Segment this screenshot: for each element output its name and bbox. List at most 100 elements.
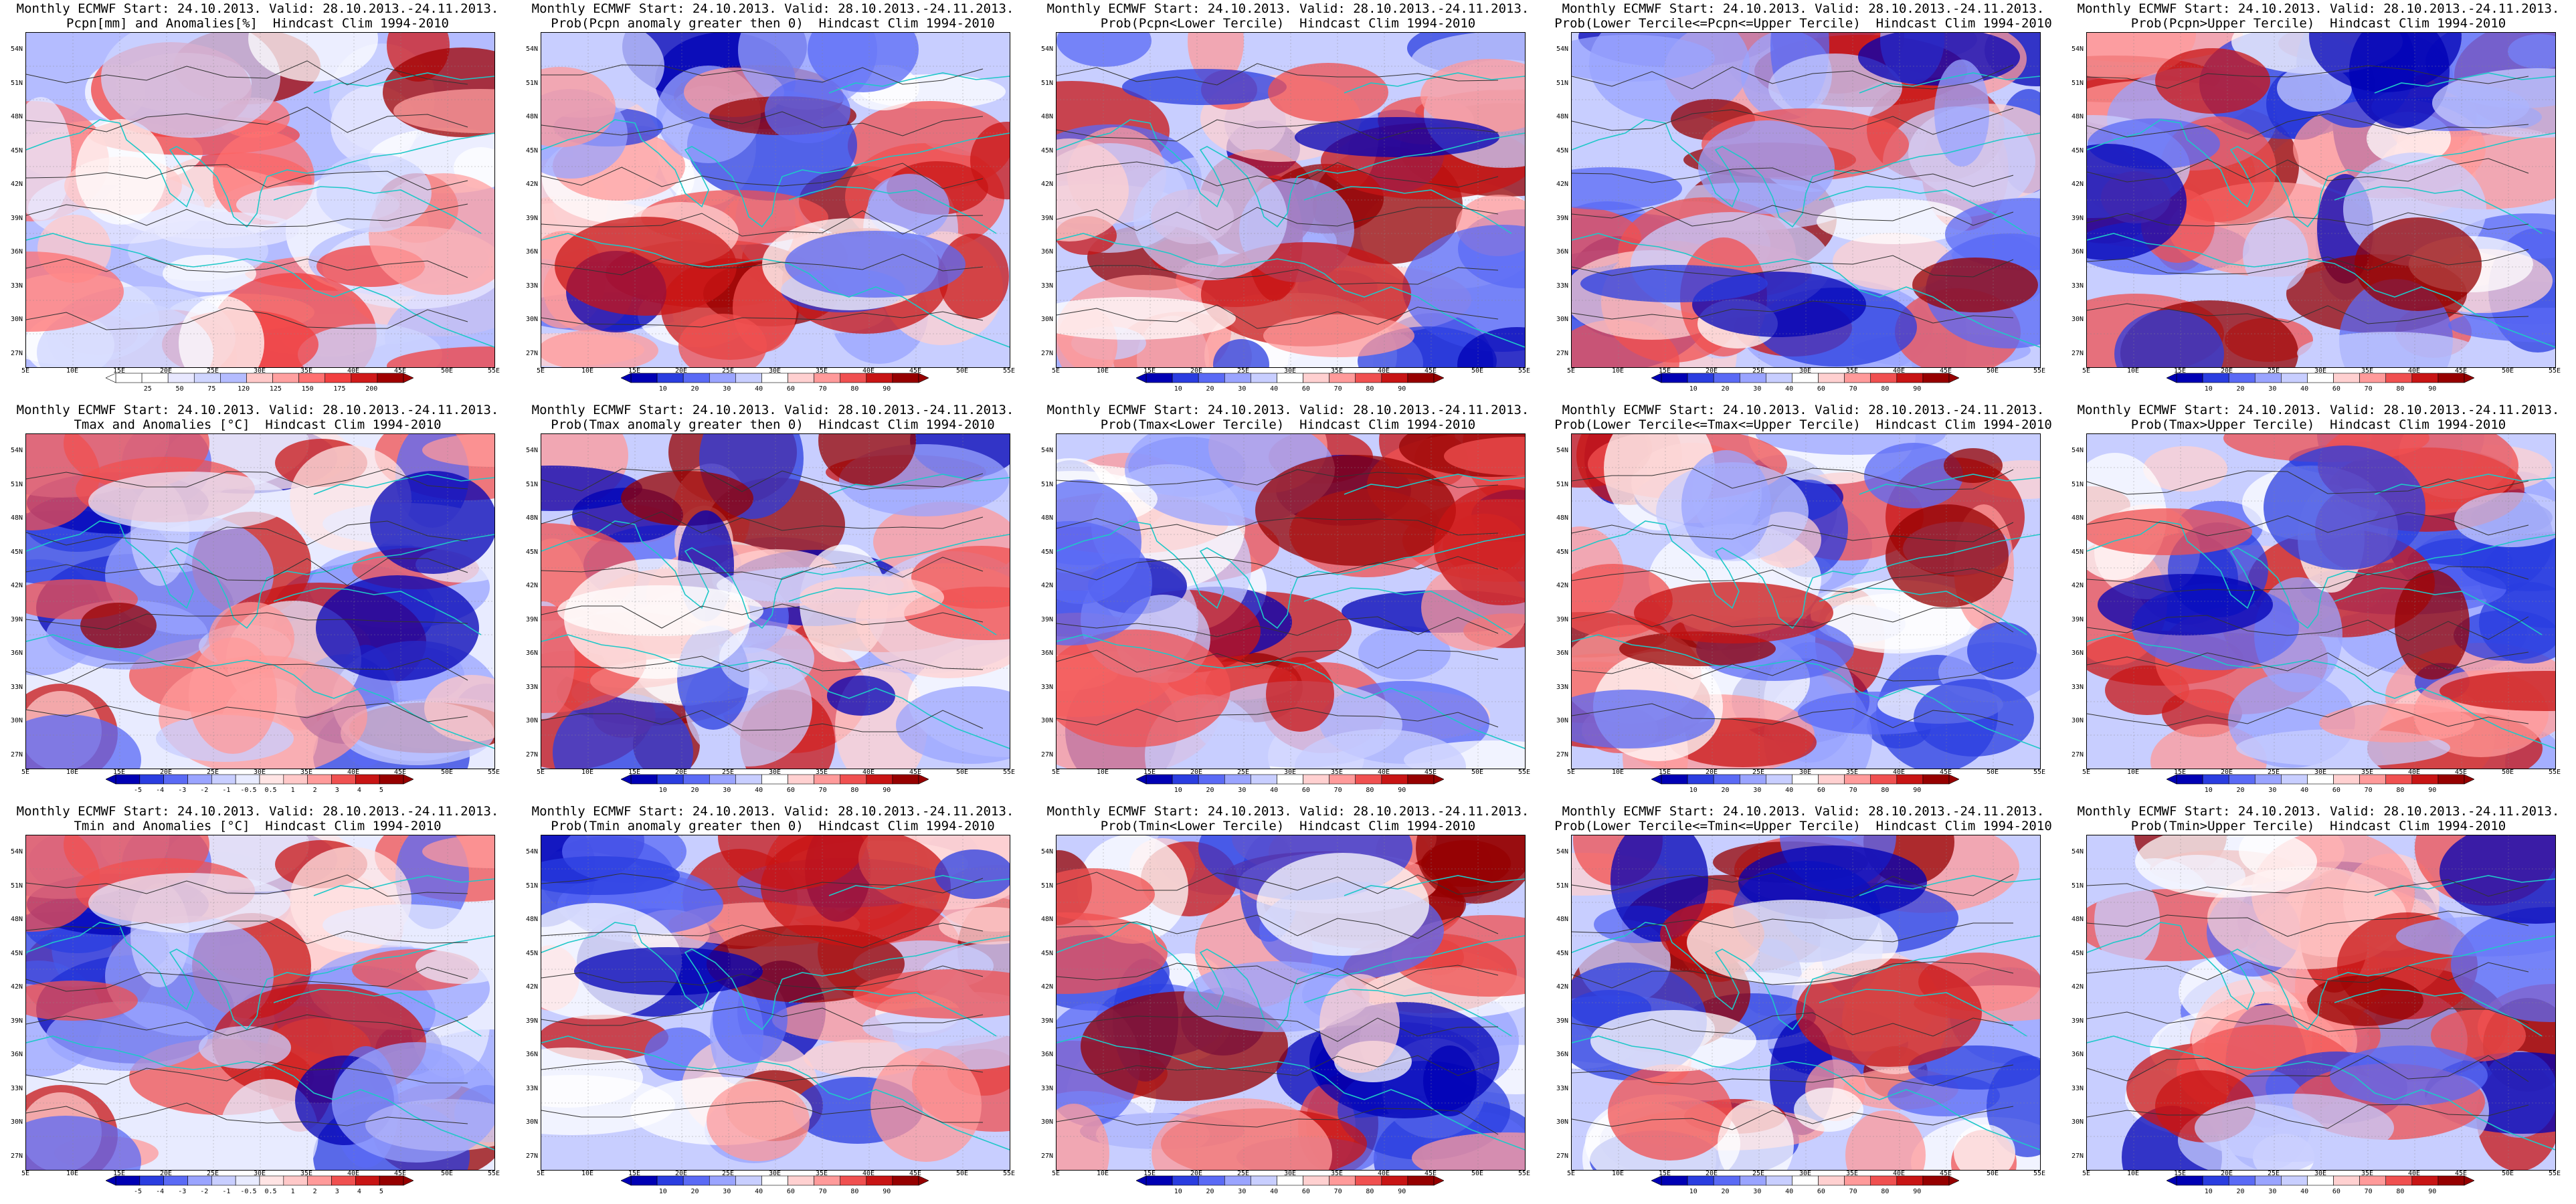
field-blob <box>1687 900 1898 985</box>
lon-label: 25E <box>2267 367 2280 375</box>
lat-label: 45N <box>2071 949 2084 957</box>
colorbar-tick-label: 3 <box>335 787 339 794</box>
lon-label: 5E <box>1566 367 1576 375</box>
colorbar-segment <box>2411 774 2439 785</box>
colorbar-segment <box>307 1175 332 1186</box>
field-blob <box>26 1116 141 1170</box>
colorbar-segment <box>2333 373 2360 383</box>
field-blob <box>1572 167 1682 210</box>
coastline <box>313 72 494 94</box>
contour-line <box>1056 265 1499 285</box>
colorbar-segment <box>272 373 299 383</box>
lat-label: 36N <box>10 248 23 256</box>
lat-label: 33N <box>1556 1084 1568 1092</box>
lon-label: 10E <box>2126 1170 2140 1177</box>
lon-label: 45E <box>393 769 407 776</box>
colorbar-segment <box>2307 373 2334 383</box>
field-blob <box>870 1048 982 1162</box>
colorbar-tick-label: 40 <box>2300 385 2309 393</box>
field-blob <box>939 907 1010 944</box>
lon-label: 15E <box>112 1170 126 1177</box>
colorbar-segment <box>1896 774 1924 785</box>
lat-label: 39N <box>2071 1017 2084 1025</box>
map-area <box>541 32 1010 368</box>
contour-line <box>541 922 984 948</box>
coastline <box>1344 474 1525 495</box>
lat-label: 36N <box>1556 1051 1568 1058</box>
colorbar-tick-label: 1 <box>290 787 295 794</box>
field-blob <box>719 625 814 691</box>
lon-label: 10E <box>1611 1170 1625 1177</box>
lon-label: 30E <box>1283 769 1297 776</box>
field-blob <box>1133 156 1287 280</box>
lon-label: 10E <box>1611 769 1625 776</box>
field-blob <box>2094 874 2160 967</box>
colorbar-segment <box>840 1175 867 1186</box>
colorbar-tick-label: -1 <box>222 1188 231 1195</box>
field-blob <box>1634 582 1833 643</box>
colorbar-segment <box>1687 1175 1714 1186</box>
lat-label: 42N <box>2071 582 2084 589</box>
map-panel: Monthly ECMWF Start: 24.10.2013. Valid: … <box>515 0 1030 401</box>
colorbar-segment <box>235 774 260 785</box>
colorbar-segment <box>1766 373 1792 383</box>
colorbar-segment <box>1224 373 1251 383</box>
coastline <box>26 119 494 228</box>
colorbar-segment <box>709 774 736 785</box>
field-blob <box>1257 853 1429 956</box>
map-svg <box>1572 33 2040 367</box>
colorbar-tick-label: 60 <box>2332 1188 2340 1195</box>
lon-label: 35E <box>1845 1170 1859 1177</box>
colorbar-segment <box>1172 373 1199 383</box>
lon-label: 15E <box>1143 769 1156 776</box>
map-panel: Monthly ECMWF Start: 24.10.2013. Valid: … <box>0 803 515 1204</box>
contour-line <box>2087 910 2529 937</box>
colorbar-tick-label: 90 <box>1398 787 1406 794</box>
colorbar-segment <box>1713 1175 1740 1186</box>
colorbar-tick-label: 70 <box>1849 1188 1857 1195</box>
colorbar <box>105 773 414 785</box>
map-area <box>25 433 495 769</box>
lon-label: 15E <box>1658 1170 1671 1177</box>
field-blob <box>1420 59 1525 132</box>
field-blob <box>88 472 290 532</box>
lat-label: 39N <box>1040 615 1053 623</box>
colorbar-tick-label: 40 <box>2300 787 2309 794</box>
panel-title: Monthly ECMWF Start: 24.10.2013. Valid: … <box>2077 804 2560 819</box>
colorbar-tick-label: 30 <box>723 1188 731 1195</box>
lon-label: 20E <box>1190 367 1203 375</box>
colorbar-tick-label: 40 <box>2300 1188 2309 1195</box>
colorbar <box>1135 1175 1445 1187</box>
colorbar-tick-label: 5 <box>379 1188 383 1195</box>
colorbar-segment <box>1145 774 1173 785</box>
colorbar-segment <box>735 373 762 383</box>
lat-label: 27N <box>10 750 23 759</box>
colorbar-tick-label: 20 <box>691 385 699 393</box>
colorbar-tick-label: 20 <box>1206 385 1214 393</box>
field-blob <box>2395 570 2470 680</box>
contour-line <box>2087 249 2529 275</box>
lon-label: 30E <box>768 1170 781 1177</box>
colorbar-segment <box>211 774 236 785</box>
contour-line <box>2087 113 2529 140</box>
field-blob <box>2440 671 2555 711</box>
coastline <box>1572 233 2040 348</box>
lat-label: 45N <box>10 146 23 155</box>
lon-label: 30E <box>253 367 266 375</box>
lat-label: 27N <box>2071 750 2084 759</box>
map-area <box>541 433 1010 769</box>
contour-line <box>1056 1055 1499 1076</box>
colorbar-segment <box>1844 1175 1871 1186</box>
lat-label: 51N <box>2071 480 2084 488</box>
panel-title: Monthly ECMWF Start: 24.10.2013. Valid: … <box>1046 403 1530 417</box>
lat-label: 51N <box>2071 79 2084 87</box>
contour-line <box>1572 468 2014 490</box>
colorbar-tick-label: 4 <box>357 1188 361 1195</box>
colorbar-tick-label: 60 <box>1817 787 1825 794</box>
colorbar-segment <box>2254 373 2282 383</box>
lon-label: 30E <box>253 1170 266 1177</box>
lon-label: 50E <box>2501 1170 2514 1177</box>
lon-label: 40E <box>2407 769 2421 776</box>
colorbar-end <box>1948 1175 1960 1186</box>
map-area <box>2086 433 2556 769</box>
